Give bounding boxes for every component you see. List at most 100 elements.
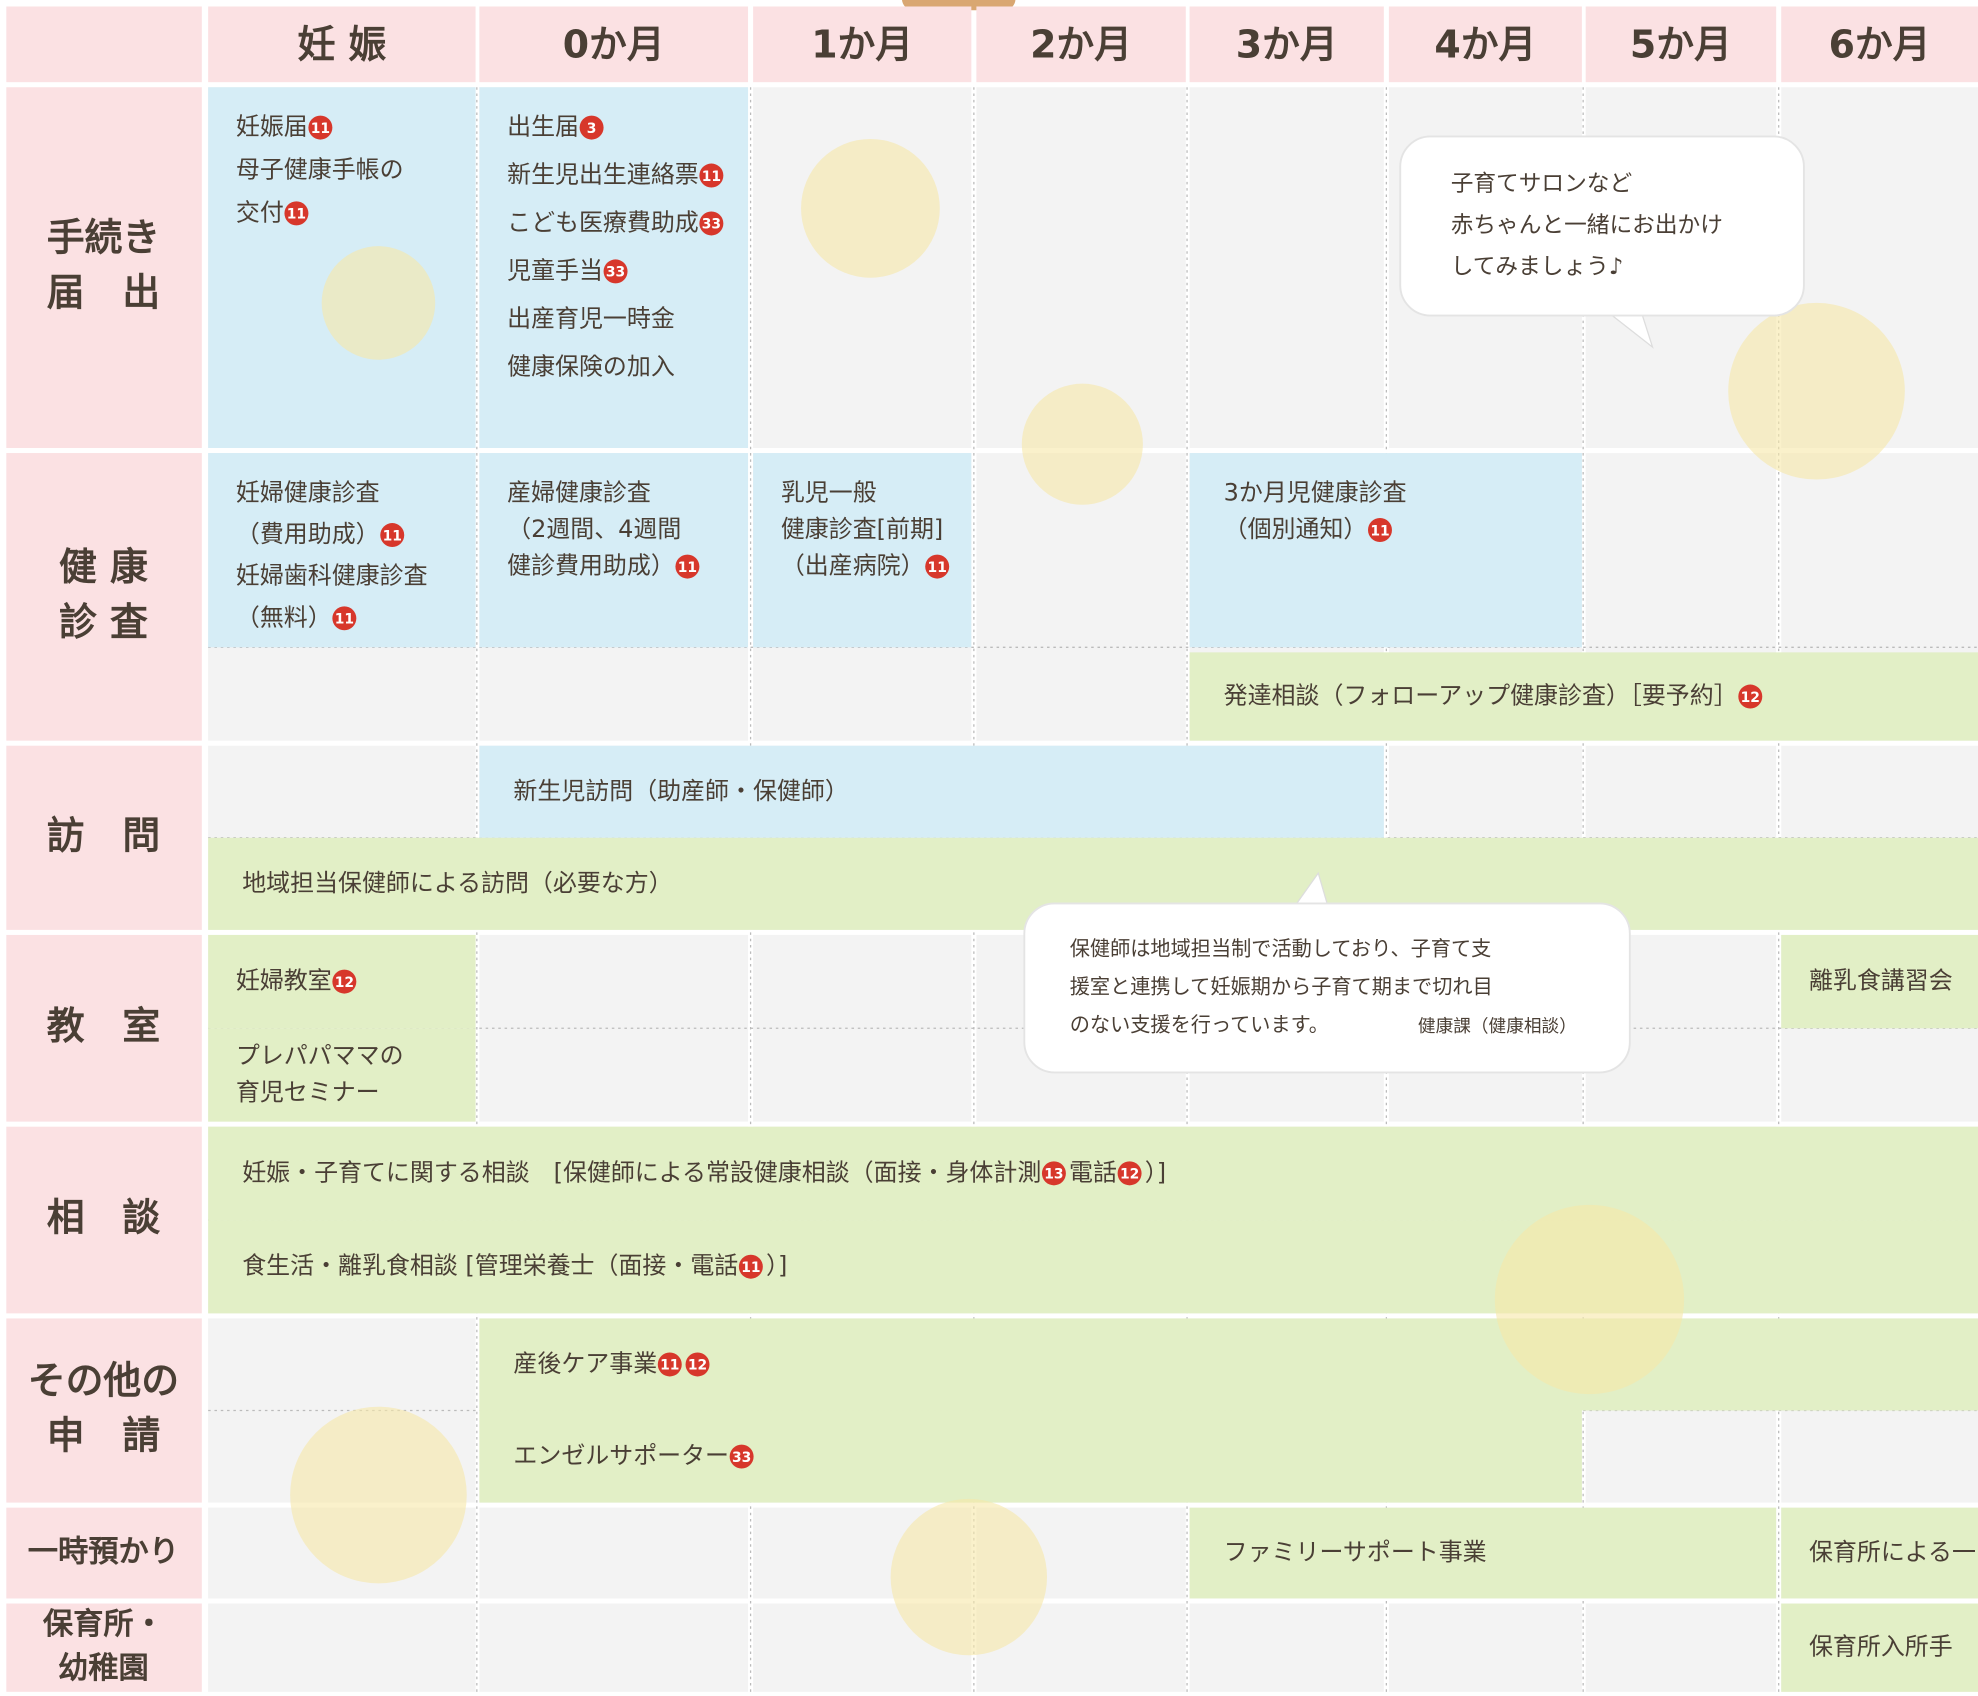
program-text: 妊娠・子育てに関する相談 [保健師による常設健康相談（面接・身体計測 (242, 1158, 1041, 1186)
bubble-text: 子育てサロンなど (1451, 171, 1633, 197)
row-label-cell (6, 1603, 202, 1692)
illustration (290, 1406, 467, 1584)
program-text: 妊婦教室 (236, 967, 332, 995)
ref-number: 12 (335, 975, 354, 991)
program-text: ）] (766, 1252, 787, 1280)
header-label: 4か月 (1434, 22, 1536, 66)
ref-badge (1368, 518, 1392, 542)
program-text: 児童手当 (507, 256, 603, 284)
program-text: 保育所による一 (1809, 1538, 1976, 1566)
header-label: 5か月 (1630, 22, 1732, 66)
program-text: 妊娠届 (236, 113, 308, 141)
program-bar (1189, 453, 1582, 648)
program-text: （個別通知） (1224, 515, 1368, 543)
cell (479, 1507, 749, 1599)
row-label: 一時預かり (28, 1535, 179, 1570)
program-bar (1781, 934, 1978, 1029)
header-label: 1か月 (811, 22, 913, 66)
ref-number: 12 (688, 1358, 707, 1374)
ref-badge (332, 606, 357, 631)
illustration (321, 246, 436, 360)
program-bar (479, 745, 1384, 838)
bubble-text: 健康課（健康相談） (1418, 1016, 1577, 1037)
row-label: 相 談 (47, 1196, 161, 1240)
ref-badge (729, 1444, 754, 1469)
program-text: 産婦健康診査 (507, 478, 651, 506)
cell (1388, 1603, 1582, 1692)
program-bar (753, 453, 972, 648)
program-text: 新生児出生連絡票 (507, 161, 699, 189)
row-label: 届 出 (47, 271, 161, 315)
header-label: 0か月 (563, 22, 665, 66)
header-cell (1585, 6, 1777, 83)
row-label-cell (6, 745, 202, 930)
ref-badge (579, 115, 604, 140)
header-cell (1189, 6, 1384, 83)
row-label: 申 請 (47, 1413, 161, 1457)
program-text: 地域担当保健師による訪問（必要な方） (242, 869, 672, 897)
speech-bubble (1399, 135, 1805, 317)
program-text: 発達相談（フォローアップ健康診査）［要予約］ (1224, 682, 1738, 710)
program-bar (1189, 1507, 1777, 1599)
program-text: （2週間、4週間 (507, 515, 681, 543)
cell (1189, 1603, 1384, 1692)
header-cell (479, 6, 749, 83)
illustration (801, 138, 940, 278)
program-text: ）] (1145, 1158, 1166, 1186)
illustration (1021, 383, 1143, 505)
program-text: プレパパママの (236, 1042, 404, 1070)
program-text: こども医療費助成 (507, 208, 699, 236)
ref-number: 11 (928, 560, 947, 576)
program-text: 新生児訪問（助産師・保健師） (513, 777, 848, 805)
header-label: 3か月 (1236, 22, 1338, 66)
ref-badge (685, 1352, 710, 1377)
header-cell (1388, 6, 1582, 83)
ref-badge (332, 969, 357, 994)
bubble-text: 保健師は地域担当制で活動しており、子育て支 (1070, 937, 1492, 961)
program-text: 妊婦健康診査 (236, 478, 380, 506)
ref-number: 3 (587, 121, 597, 137)
row-label: 教 室 (47, 1004, 161, 1048)
program-text: 保育所入所手 (1809, 1633, 1953, 1661)
program-text: ファミリーサポート事業 (1224, 1538, 1487, 1566)
program-text: 育児セミナー (236, 1078, 380, 1106)
program-bar (479, 453, 749, 648)
ref-number: 33 (702, 217, 721, 233)
ref-badge (738, 1254, 763, 1279)
ref-badge (675, 554, 700, 579)
ref-number: 11 (287, 207, 306, 223)
program-text: 3か月児健康診査 (1224, 478, 1407, 506)
program-bar (1781, 1507, 1978, 1599)
program-text: 乳児一般 (781, 478, 877, 506)
ref-number: 12 (1120, 1167, 1139, 1183)
program-bar (1189, 652, 1978, 741)
ref-badge (1117, 1161, 1142, 1186)
program-text: 出生届 (507, 113, 579, 141)
program-text: 交付 (236, 198, 284, 226)
program-bar (479, 1318, 1978, 1411)
row-label: 幼稚園 (58, 1651, 149, 1686)
program-text: （費用助成） (236, 520, 380, 548)
program-text: 食生活・離乳食相談 [管理栄養士（面接・電話 (242, 1252, 738, 1280)
row-label-cell (6, 1318, 202, 1503)
ref-number: 11 (1370, 523, 1389, 539)
illustration (1494, 1204, 1685, 1395)
program-text: 健康保険の加入 (507, 352, 675, 380)
illustration (1728, 302, 1905, 480)
ref-number: 13 (1044, 1167, 1063, 1183)
ref-number: 12 (1741, 690, 1760, 706)
program-text: 健診費用助成） (507, 552, 675, 580)
speech-bubble (1023, 902, 1631, 1074)
ref-number: 11 (335, 612, 354, 628)
header-label: 6か月 (1829, 22, 1931, 66)
ref-number: 33 (732, 1450, 751, 1466)
illustration (890, 1498, 1048, 1656)
program-text: 母子健康手帳の (236, 155, 404, 183)
program-text: （無料） (236, 603, 332, 631)
bubble-text: のない支援を行っています。 (1070, 1012, 1329, 1036)
row-label-cell (6, 1126, 202, 1314)
ref-number: 11 (741, 1260, 760, 1276)
ref-badge (699, 163, 724, 188)
program-text: 電話 (1069, 1158, 1117, 1186)
